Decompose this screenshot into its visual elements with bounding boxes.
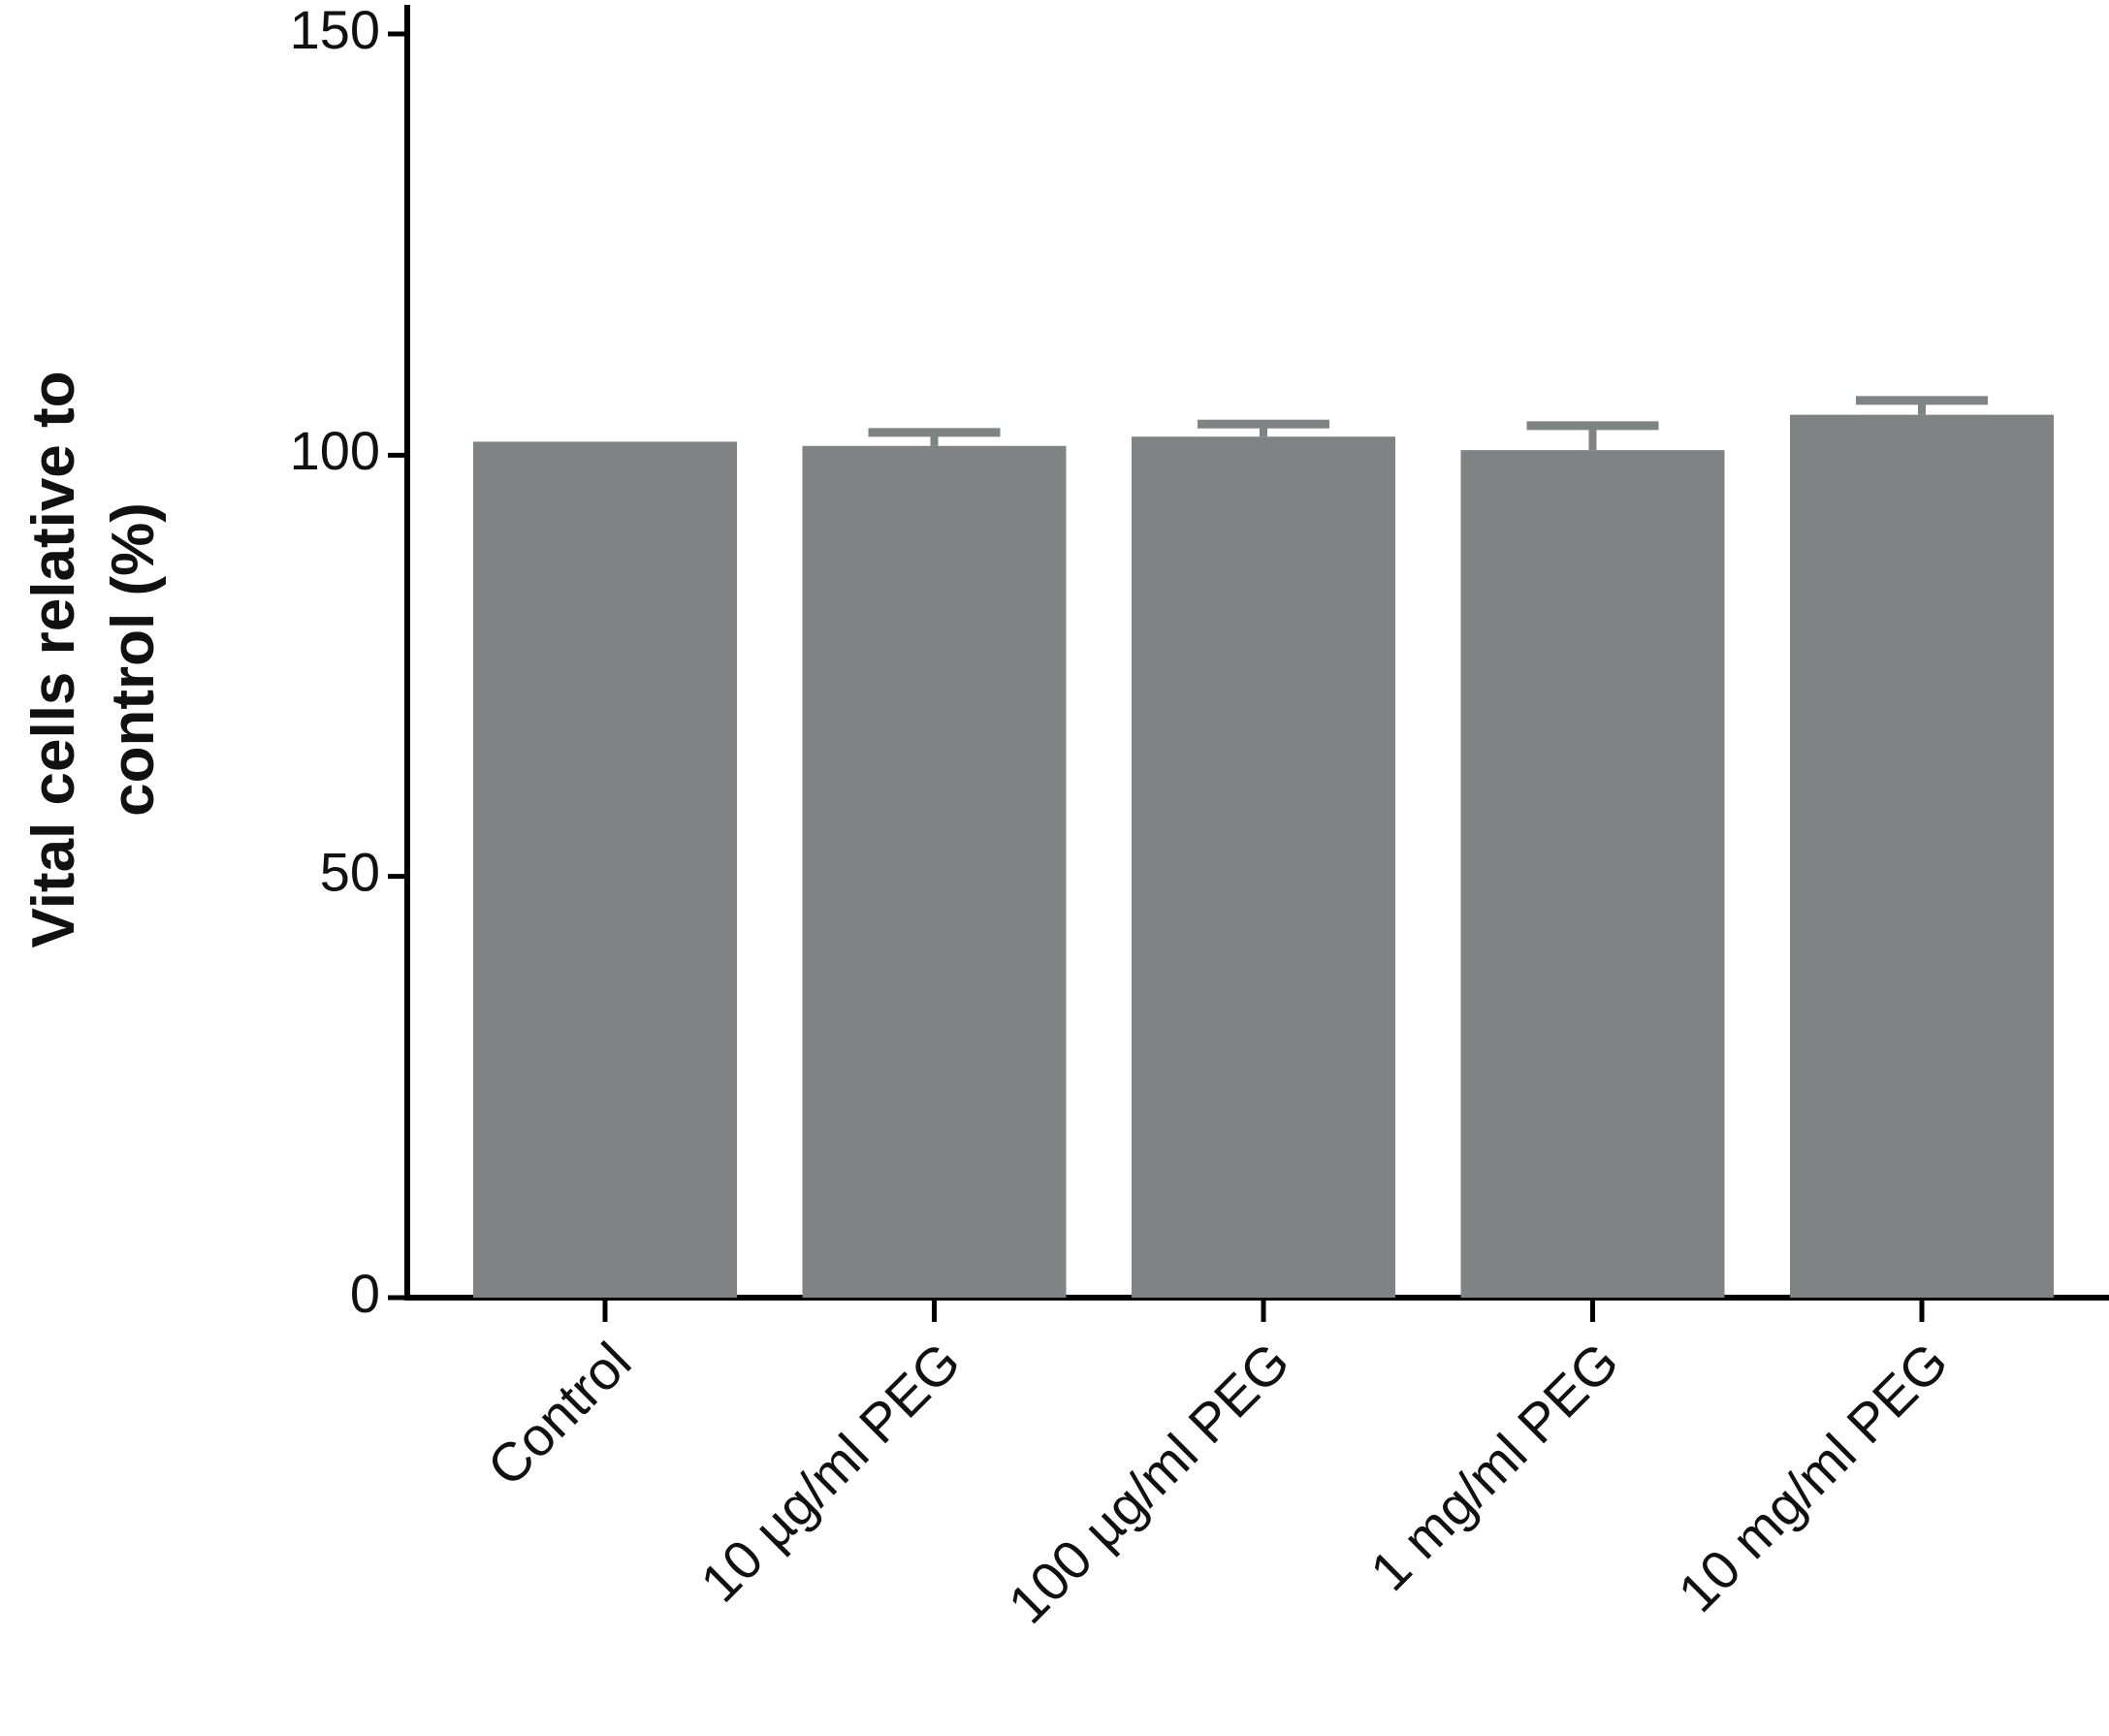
- x-tick-label: 1 mg/ml PEG: [1358, 1331, 1630, 1602]
- y-axis-label: Vital cells relative to control (%): [20, 370, 167, 948]
- x-tick-label: 10 µg/ml PEG: [688, 1331, 972, 1614]
- bar: [1460, 450, 1725, 1298]
- y-tick-label: 50: [320, 841, 380, 902]
- bar: [1132, 436, 1395, 1298]
- x-tick-label: Control: [475, 1331, 642, 1497]
- bar: [473, 441, 737, 1298]
- y-tick-label: 100: [290, 420, 380, 481]
- y-tick-label: 0: [350, 1263, 380, 1324]
- x-tick-label: 100 µg/ml PEG: [997, 1331, 1301, 1635]
- bar: [802, 445, 1067, 1298]
- x-tick-label: 10 mg/ml PEG: [1666, 1331, 1959, 1623]
- y-tick-label: 150: [290, 0, 380, 60]
- bar: [1790, 414, 2054, 1298]
